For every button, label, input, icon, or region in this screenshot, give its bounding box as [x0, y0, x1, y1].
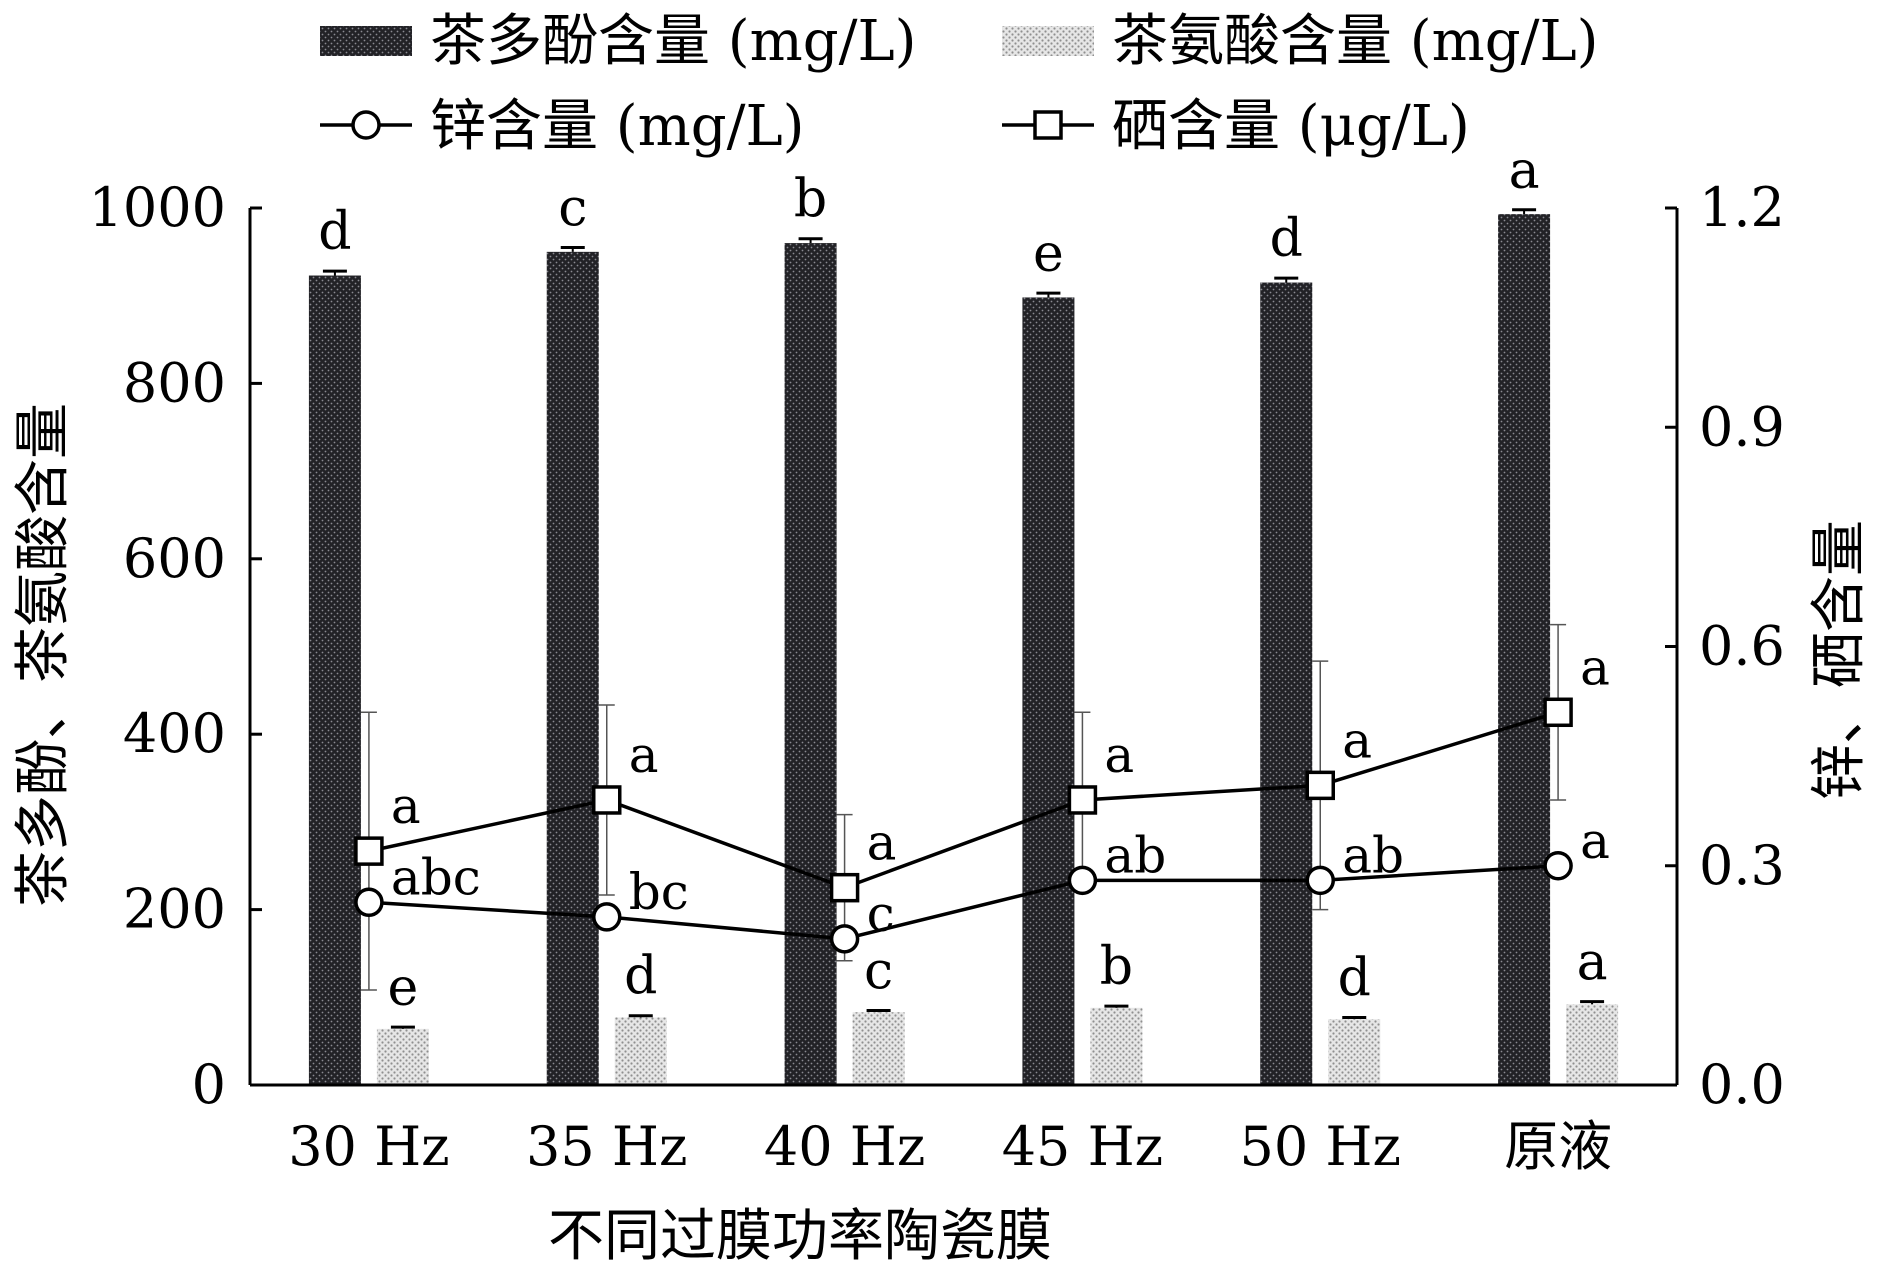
legend-label: 茶多酚含量 (mg/L) [430, 9, 917, 74]
selenium-significance-letter: a [629, 726, 659, 784]
zinc-point [592, 902, 622, 932]
theanine-significance-letter: a [1577, 933, 1608, 993]
y-left-tick-label: 400 [123, 702, 226, 765]
polyphenol-significance-letter: e [1033, 224, 1064, 284]
zinc-point [1305, 865, 1335, 896]
theanine-bar [1566, 1004, 1619, 1085]
y-right-tick-label: 0.6 [1699, 615, 1785, 678]
y-right-tick-label: 0.9 [1699, 395, 1785, 458]
legend-swatch [1002, 26, 1094, 56]
line-series [354, 697, 1573, 954]
polyphenol-significance-letter: a [1509, 141, 1540, 201]
theanine-significance-letter: c [864, 941, 893, 1001]
zinc-significance-letter: ab [1104, 826, 1166, 884]
legend-label: 锌含量 (mg/L) [430, 94, 805, 159]
zinc-significance-letter: ab [1342, 826, 1404, 884]
legend-label: 茶氨酸含量 (mg/L) [1112, 9, 1599, 74]
polyphenol-significance-letter: d [1270, 209, 1303, 269]
polyphenol-significance-letter: d [318, 202, 351, 262]
selenium-point [1543, 697, 1573, 728]
selenium-point [354, 836, 384, 866]
significance-letters: d c b e d a e d c b d a abc bc c ab ab a a a a a a a [318, 141, 1610, 1018]
y-left-tick-label: 200 [123, 878, 226, 941]
selenium-significance-letter: a [1580, 638, 1610, 696]
y-left-tick-label: 800 [123, 351, 226, 414]
zinc-significance-letter: abc [391, 848, 481, 906]
zinc-significance-letter: a [1580, 812, 1610, 870]
polyphenol-bar [546, 251, 599, 1086]
y-right-tick-label: 1.2 [1699, 176, 1785, 239]
theanine-significance-letter: d [624, 947, 657, 1007]
y-right-tick-label: 0.0 [1699, 1053, 1785, 1116]
legend-marker [351, 110, 381, 140]
x-tick-label: 50 Hz [1240, 1115, 1401, 1178]
legend-label: 硒含量 (μg/L) [1112, 94, 1470, 159]
theanine-bar [1090, 1007, 1143, 1085]
zinc-line [368, 864, 1559, 941]
x-tick-label: 40 Hz [764, 1115, 925, 1178]
selenium-line [368, 710, 1559, 890]
theanine-bar [852, 1012, 905, 1085]
selenium-significance-letter: a [1104, 726, 1134, 784]
zinc-significance-letter: bc [629, 863, 689, 921]
polyphenol-bar [784, 243, 837, 1085]
theanine-significance-letter: b [1100, 937, 1133, 997]
zinc-point [1543, 851, 1573, 881]
zinc-point [829, 924, 860, 954]
y-left-tick-label: 1000 [89, 176, 226, 239]
selenium-point [592, 785, 622, 815]
theanine-bar [376, 1028, 429, 1085]
polyphenol-significance-letter: b [794, 170, 827, 230]
zinc-point [354, 887, 384, 918]
x-tick-label: 35 Hz [526, 1115, 687, 1178]
polyphenol-bar [1498, 214, 1551, 1085]
polyphenol-bar [308, 275, 361, 1085]
selenium-significance-letter: a [867, 814, 897, 872]
theanine-bar [1328, 1019, 1381, 1085]
zinc-significance-letter: c [867, 885, 895, 943]
y-axis-left-title: 茶多酚、茶氨酸含量 [11, 403, 76, 907]
error-bars [322, 208, 1605, 1029]
y-right-tick-label: 0.3 [1699, 834, 1785, 897]
selenium-point [1305, 770, 1335, 801]
x-axis-title: 不同过膜功率陶瓷膜 [548, 1204, 1052, 1269]
y-axis-right-title: 锌、硒含量 [1807, 520, 1872, 800]
axes: 0 200 400 600 800 1000 0.0 0.3 0.6 0.9 1.2 30 Hz 35 … [89, 176, 1785, 1178]
polyphenol-significance-letter: c [558, 178, 587, 238]
x-tick-label: 原液 [1504, 1115, 1612, 1178]
theanine-significance-letter: e [388, 958, 419, 1018]
x-tick-label: 45 Hz [1002, 1115, 1163, 1178]
legend-swatch [320, 26, 412, 56]
polyphenol-bar [1260, 282, 1313, 1085]
y-left-tick-label: 0 [192, 1053, 226, 1116]
selenium-point [829, 872, 860, 903]
theanine-significance-letter: d [1338, 948, 1371, 1008]
polyphenol-bar [1022, 297, 1075, 1086]
x-tick-label: 30 Hz [288, 1115, 449, 1178]
bars [308, 214, 1619, 1086]
zinc-point [1067, 865, 1098, 896]
theanine-bar [614, 1017, 667, 1085]
y-left-tick-label: 600 [123, 527, 226, 590]
selenium-significance-letter: a [1342, 711, 1372, 769]
legend-marker [1033, 110, 1063, 140]
selenium-significance-letter: a [391, 777, 421, 835]
selenium-point [1067, 785, 1098, 815]
legend: 茶多酚含量 (mg/L) 茶氨酸含量 (mg/L) 锌含量 (mg/L) 硒含量 (μ… [320, 9, 1599, 159]
